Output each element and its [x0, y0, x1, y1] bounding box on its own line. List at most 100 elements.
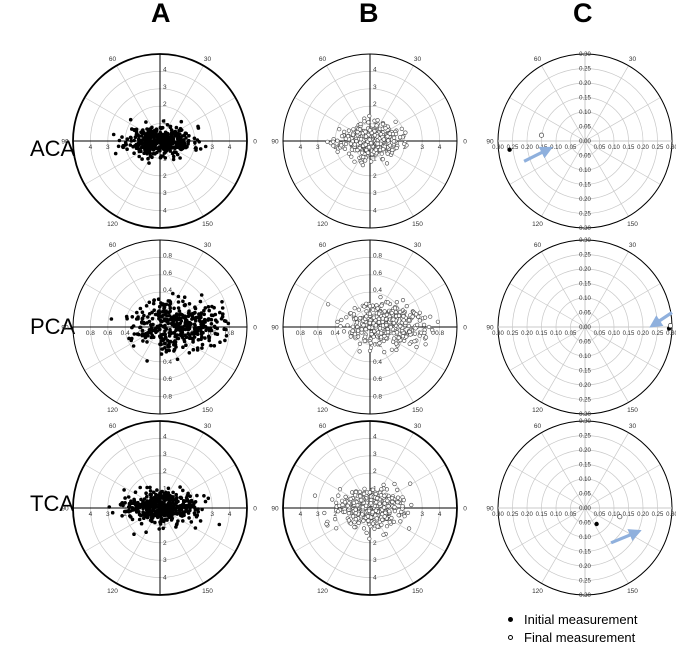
angle-label: 150 — [412, 407, 423, 414]
radial-tick-label: 0.10 — [550, 145, 562, 151]
angle-label: 120 — [532, 407, 543, 414]
data-point — [161, 526, 165, 531]
data-point — [193, 526, 198, 530]
data-point — [129, 515, 133, 519]
data-point — [166, 486, 171, 491]
data-point — [190, 314, 195, 319]
radial-tick-label: 3 — [373, 190, 377, 197]
data-point — [162, 519, 166, 523]
data-point — [360, 505, 365, 510]
data-point — [171, 490, 175, 495]
data-point — [132, 138, 136, 143]
radial-tick-label: 0.25 — [652, 512, 664, 518]
change-arrow — [649, 311, 673, 328]
radial-tick-label: 0.6 — [163, 270, 172, 277]
radial-tick-label: 4 — [228, 511, 232, 518]
data-point — [423, 342, 428, 347]
data-point — [125, 147, 129, 151]
data-point — [346, 151, 352, 156]
angle-label: 0 — [463, 325, 467, 332]
data-point — [129, 136, 133, 140]
polar-chart-c-pca: 03060901201500.000.050.050.050.050.100.1… — [486, 238, 676, 418]
angle-label: 150 — [412, 588, 423, 595]
data-point — [167, 494, 171, 498]
row-label-pca: PCA — [30, 314, 76, 339]
data-point — [375, 118, 380, 123]
data-point — [161, 332, 165, 337]
data-point — [197, 318, 202, 323]
data-point — [220, 306, 225, 310]
data-point — [398, 324, 403, 329]
angle-label: 60 — [109, 423, 117, 430]
data-point — [111, 132, 116, 137]
data-point — [202, 312, 206, 317]
data-point — [171, 501, 175, 505]
data-point — [162, 306, 166, 311]
angle-label: 90 — [271, 506, 279, 513]
data-point — [378, 493, 384, 498]
grid-spoke — [509, 464, 586, 509]
data-point — [121, 145, 125, 149]
data-point — [140, 328, 145, 333]
data-point — [325, 139, 330, 144]
data-point — [367, 304, 373, 309]
radial-tick-label: 2 — [163, 468, 167, 475]
data-point — [109, 317, 114, 321]
data-point — [350, 324, 356, 329]
data-point — [376, 316, 382, 322]
data-point — [379, 487, 384, 492]
data-point — [181, 146, 185, 150]
data-point — [376, 320, 382, 325]
data-point — [366, 508, 372, 513]
data-point — [168, 143, 172, 148]
data-point — [379, 522, 384, 527]
data-point — [146, 509, 151, 513]
radial-tick-label: 0.25 — [579, 579, 591, 585]
data-point — [183, 333, 187, 338]
data-point — [192, 326, 197, 331]
data-point — [423, 335, 429, 340]
data-point — [153, 520, 157, 525]
data-point — [152, 308, 156, 313]
radial-tick-label: 3 — [163, 557, 167, 564]
data-point — [209, 343, 213, 348]
data-point — [202, 494, 206, 498]
data-point — [381, 338, 386, 344]
data-point — [198, 147, 203, 151]
data-point — [352, 142, 357, 147]
data-point — [336, 493, 341, 498]
grid-spoke — [584, 140, 629, 217]
data-point — [169, 496, 173, 501]
angle-label: 120 — [107, 588, 118, 595]
data-point — [163, 317, 167, 321]
radial-tick-label: 0.20 — [579, 564, 591, 570]
angle-label: 150 — [627, 407, 638, 414]
data-point — [173, 134, 178, 138]
data-point — [422, 322, 427, 328]
angle-label: 60 — [534, 56, 542, 63]
data-point — [169, 330, 173, 335]
data-point — [348, 521, 353, 526]
data-point — [346, 518, 352, 523]
angle-label: 0 — [253, 139, 257, 146]
radial-tick-label: 3 — [106, 511, 110, 518]
data-point — [138, 485, 142, 490]
grid-spoke — [541, 326, 586, 403]
radial-tick-label: 0.30 — [666, 512, 676, 518]
data-point — [175, 152, 180, 157]
data-point — [363, 142, 368, 147]
data-point — [373, 508, 379, 513]
data-point — [363, 134, 369, 139]
data-point — [145, 503, 150, 507]
data-point — [398, 519, 403, 524]
data-point — [400, 504, 405, 509]
data-point — [158, 323, 163, 328]
data-point — [116, 144, 121, 149]
data-point — [179, 496, 183, 501]
data-point — [198, 299, 203, 304]
data-point — [428, 314, 433, 319]
data-point — [186, 142, 190, 146]
data-point — [331, 143, 336, 148]
polar-chart-a-tca: 03060901201501111222233334444 — [61, 420, 257, 596]
data-point — [352, 524, 357, 530]
